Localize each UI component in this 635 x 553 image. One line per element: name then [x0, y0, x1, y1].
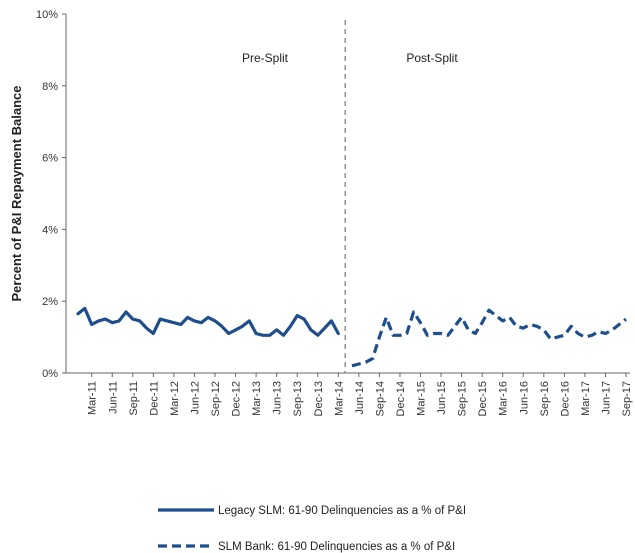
x-tick-label: Mar-14 [333, 381, 345, 416]
legend-label-slm-bank: SLM Bank: 61-90 Delinquencies as a % of … [218, 541, 455, 553]
y-tick-label: 6% [42, 153, 58, 165]
x-tick-label: Dec-13 [313, 381, 325, 416]
x-tick-label: Jun-17 [600, 381, 612, 415]
x-tick-label: Jun-11 [107, 381, 119, 414]
y-tick-label: 2% [42, 296, 58, 308]
x-tick-label: Jun-14 [354, 381, 366, 415]
x-tick-label: Sep-11 [128, 381, 140, 416]
x-tick-label: Mar-12 [169, 381, 181, 416]
x-tick-label: Dec-12 [231, 381, 243, 416]
axes [65, 14, 630, 374]
x-tick-label: Jun-15 [436, 381, 448, 415]
annotation-post-split: Post-Split [406, 51, 458, 65]
x-tick-label: Dec-14 [395, 381, 407, 416]
x-tick-label: Dec-16 [559, 381, 571, 416]
x-tick-label: Sep-12 [210, 381, 222, 416]
x-tick-label: Sep-17 [621, 381, 633, 416]
x-tick-label: Mar-16 [498, 381, 510, 416]
x-tick-label: Sep-16 [539, 381, 551, 416]
y-tick-label: 0% [42, 368, 58, 380]
x-tick-label: Mar-17 [580, 381, 592, 416]
y-axis-ticks: 0% 2% 4% 6% 8% 10% [36, 9, 66, 380]
legend-label-legacy-slm: Legacy SLM: 61-90 Delinquencies as a % o… [218, 505, 466, 517]
x-tick-label: Sep-15 [457, 381, 469, 416]
x-tick-label: Dec-15 [477, 381, 489, 416]
series-line-slm-bank [351, 308, 627, 368]
x-tick-label: Mar-15 [416, 381, 428, 416]
x-tick-label: Dec-11 [148, 381, 160, 416]
series-line-legacy-slm [76, 306, 340, 337]
x-tick-label: Mar-11 [87, 381, 99, 415]
x-tick-label: Jun-12 [189, 381, 201, 415]
legend: Legacy SLM: 61-90 Delinquencies as a % o… [158, 505, 466, 553]
x-tick-label: Sep-14 [374, 381, 386, 416]
x-axis-ticks: Mar-11 Jun-11 Sep-11 Dec-11 Mar-12 Jun-12 Sep-… [87, 373, 633, 416]
y-axis-title: Percent of P&I Repayment Balance [9, 85, 24, 301]
x-tick-label: Mar-13 [251, 381, 263, 416]
x-tick-label: Sep-13 [292, 381, 304, 416]
y-tick-label: 4% [42, 224, 58, 236]
y-tick-label: 8% [42, 81, 58, 93]
annotation-pre-split: Pre-Split [242, 51, 289, 65]
y-tick-label: 10% [36, 9, 58, 21]
x-tick-label: Jun-13 [272, 381, 284, 415]
x-tick-label: Jun-16 [518, 381, 530, 415]
series-layer [76, 306, 627, 368]
